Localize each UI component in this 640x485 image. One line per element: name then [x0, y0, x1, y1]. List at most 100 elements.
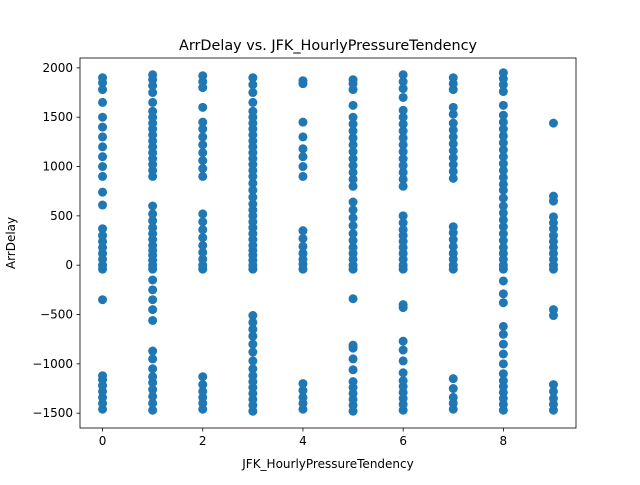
- scatter-point: [398, 133, 408, 143]
- scatter-point: [248, 73, 258, 83]
- scatter-point: [498, 289, 508, 299]
- scatter-point: [298, 248, 308, 258]
- scatter-point: [198, 380, 208, 390]
- scatter-point: [398, 92, 408, 102]
- scatter-point: [398, 105, 408, 115]
- scatter-point: [398, 376, 408, 386]
- y-tick-label: 1000: [42, 160, 73, 174]
- plot-area: [80, 58, 576, 428]
- scatter-point: [448, 384, 458, 394]
- scatter-point: [448, 160, 458, 170]
- scatter-point: [148, 372, 158, 382]
- y-tick-label: −500: [40, 308, 73, 322]
- scatter-point: [348, 340, 358, 350]
- scatter-point: [198, 140, 208, 150]
- scatter-point: [298, 379, 308, 389]
- scatter-point: [248, 317, 258, 327]
- scatter-point: [198, 209, 208, 219]
- scatter-point: [498, 222, 508, 232]
- scatter-point: [348, 100, 358, 110]
- scatter-point: [448, 166, 458, 176]
- scatter-point: [448, 132, 458, 142]
- scatter-point: [348, 154, 358, 164]
- scatter-point: [398, 174, 408, 184]
- y-tick-label: −1000: [32, 357, 73, 371]
- scatter-point: [498, 138, 508, 148]
- scatter-point: [148, 223, 158, 233]
- scatter-point: [198, 217, 208, 227]
- scatter-point: [398, 368, 408, 378]
- scatter-point: [498, 376, 508, 386]
- scatter-point: [348, 236, 358, 246]
- scatter-point: [398, 211, 408, 221]
- scatter-point: [248, 331, 258, 341]
- scatter-point: [298, 386, 308, 396]
- scatter-point: [448, 125, 458, 135]
- scatter-point: [398, 167, 408, 177]
- scatter-point: [148, 285, 158, 295]
- y-tick-label: 1500: [42, 110, 73, 124]
- scatter-point: [548, 393, 558, 403]
- scatter-point: [148, 385, 158, 395]
- scatter-point: [98, 187, 108, 197]
- y-axis-label: ArrDelay: [4, 217, 18, 269]
- scatter-point: [348, 294, 358, 304]
- chart-title: ArrDelay vs. JFK_HourlyPressureTendency: [179, 38, 478, 54]
- y-tick-label: 2000: [42, 61, 73, 75]
- scatter-point: [448, 102, 458, 112]
- scatter-point: [498, 276, 508, 286]
- scatter-point: [248, 185, 258, 195]
- scatter-point: [398, 181, 408, 191]
- data-points-layer: [98, 68, 558, 416]
- scatter-point: [248, 356, 258, 366]
- scatter-point: [348, 377, 358, 387]
- scatter-point: [498, 359, 508, 369]
- scatter-point: [398, 147, 408, 157]
- scatter-point: [348, 161, 358, 171]
- scatter-point: [98, 171, 108, 181]
- scatter-point: [148, 305, 158, 315]
- x-tick-label: 4: [299, 434, 307, 448]
- scatter-point: [498, 165, 508, 175]
- scatter-point: [148, 97, 158, 107]
- scatter-point: [148, 106, 158, 116]
- scatter-point: [148, 315, 158, 325]
- scatter-point: [498, 100, 508, 110]
- scatter-point: [198, 225, 208, 235]
- scatter-point: [498, 229, 508, 239]
- x-tick-label: 8: [500, 434, 508, 448]
- scatter-point: [498, 215, 508, 225]
- scatter-point: [498, 329, 508, 339]
- scatter-point: [548, 380, 558, 390]
- scatter-point: [198, 386, 208, 396]
- scatter-point: [348, 221, 358, 231]
- scatter-point: [98, 122, 108, 132]
- scatter-point: [98, 112, 108, 122]
- scatter-point: [398, 345, 408, 355]
- scatter-point: [298, 117, 308, 127]
- scatter-point: [298, 162, 308, 172]
- scatter-point: [498, 172, 508, 182]
- scatter-point: [348, 213, 358, 223]
- scatter-point: [298, 171, 308, 181]
- scatter-point: [548, 212, 558, 222]
- scatter-point: [448, 146, 458, 156]
- scatter-point: [498, 152, 508, 162]
- y-tick-label: 0: [65, 258, 73, 272]
- scatter-point: [448, 392, 458, 402]
- scatter-point: [348, 181, 358, 191]
- scatter-point: [498, 201, 508, 211]
- scatter-point: [98, 152, 108, 162]
- x-tick-label: 6: [399, 434, 407, 448]
- scatter-point: [198, 233, 208, 243]
- scatter-point: [348, 75, 358, 85]
- scatter-point: [548, 231, 558, 241]
- scatter-point: [398, 154, 408, 164]
- scatter-point: [148, 216, 158, 226]
- scatter-point: [348, 126, 358, 136]
- scatter-point: [348, 229, 358, 239]
- scatter-point: [448, 248, 458, 258]
- scatter-point: [298, 76, 308, 86]
- scatter-point: [348, 140, 358, 150]
